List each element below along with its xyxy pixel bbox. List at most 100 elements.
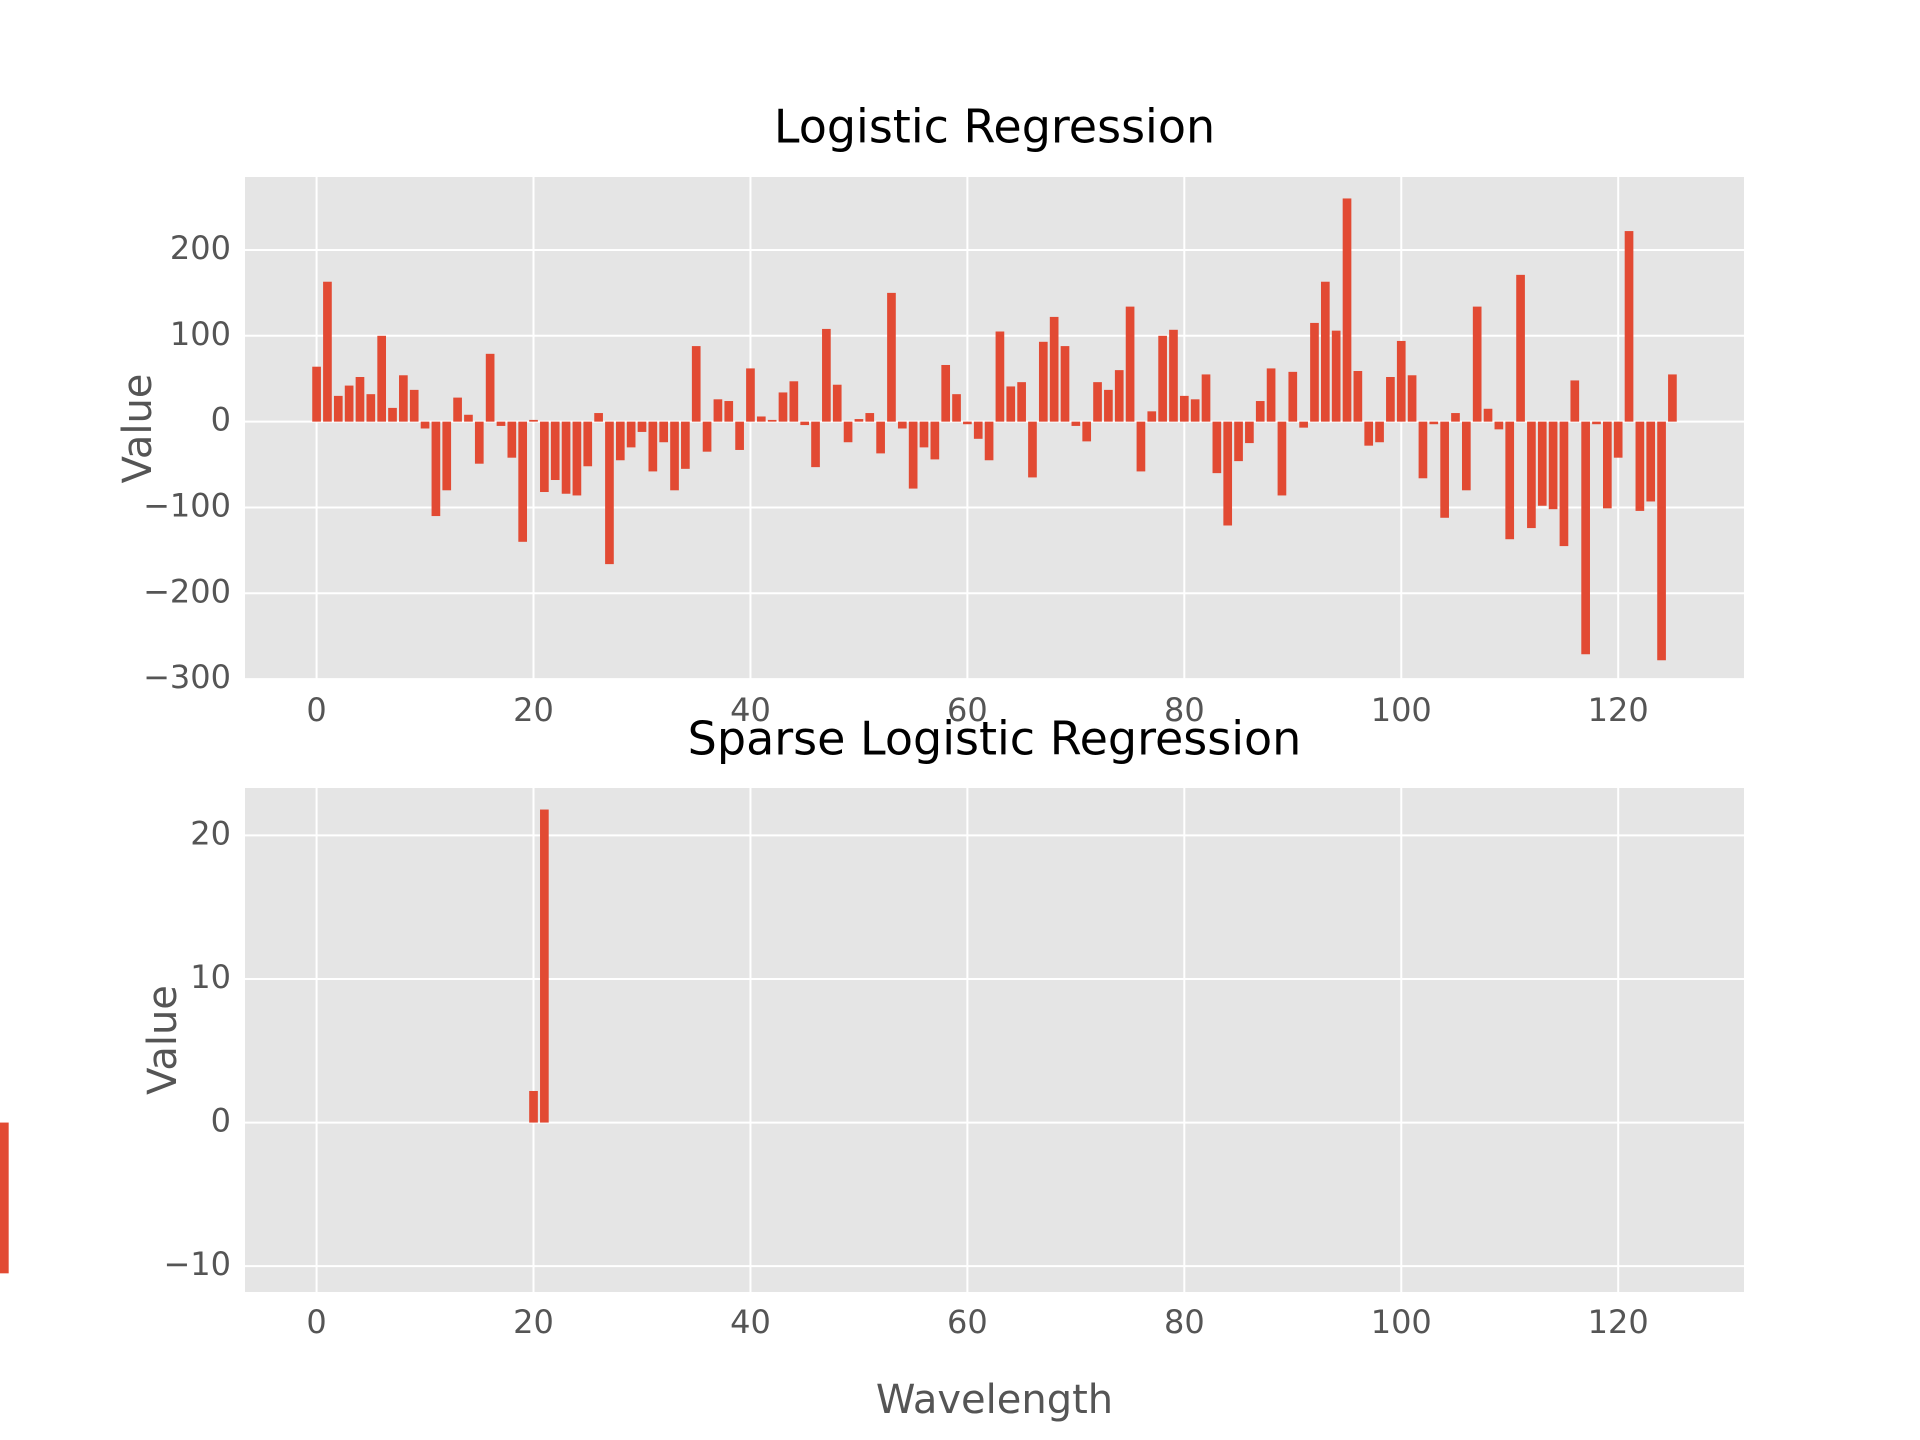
bar	[355, 376, 365, 422]
bar	[1472, 306, 1482, 422]
y-tick-label: 0	[211, 401, 231, 439]
bar	[952, 394, 961, 422]
bar	[1158, 335, 1167, 422]
bar	[778, 392, 788, 422]
bar	[1190, 399, 1200, 422]
x-tick-label: 0	[306, 1303, 326, 1341]
bar	[1071, 421, 1081, 426]
x-tick-label: 120	[1588, 1303, 1649, 1341]
bar	[1386, 376, 1395, 422]
bar	[1592, 421, 1601, 425]
bar	[529, 1090, 538, 1123]
bar	[1093, 382, 1102, 422]
bar	[323, 281, 332, 422]
bar	[1429, 421, 1439, 425]
bar	[995, 331, 1005, 422]
bar	[399, 375, 408, 422]
bar	[1570, 380, 1580, 422]
bar	[1407, 375, 1417, 422]
y-tick-label: −200	[143, 572, 231, 610]
bar	[1028, 421, 1037, 478]
y-tick-label: −300	[143, 658, 231, 696]
bar	[474, 421, 484, 464]
bar	[1646, 421, 1656, 502]
x-tick-label: 80	[1164, 1303, 1205, 1341]
bar	[1505, 421, 1515, 540]
bar	[1179, 395, 1189, 422]
bar	[1516, 274, 1525, 422]
x-tick-label: 20	[513, 691, 554, 729]
x-tick-label: 0	[306, 691, 326, 729]
bar	[1353, 370, 1363, 422]
bar	[1114, 370, 1124, 422]
bar	[822, 328, 831, 422]
bar	[865, 413, 875, 422]
bar	[377, 335, 387, 422]
bar	[518, 421, 528, 542]
bar	[1277, 421, 1287, 496]
bar	[854, 419, 864, 422]
x-tick-label: 40	[730, 691, 771, 729]
bar	[1017, 382, 1026, 422]
y-tick-label: −100	[143, 486, 231, 524]
bar	[464, 414, 473, 422]
bar	[637, 421, 647, 432]
bar	[1245, 421, 1254, 444]
bar	[1060, 346, 1070, 422]
y-axis-label: Value	[115, 374, 161, 484]
bar	[843, 421, 853, 443]
bar	[1201, 374, 1211, 422]
bar	[702, 421, 712, 452]
bar	[1461, 421, 1471, 491]
chart-title: Sparse Logistic Regression	[688, 712, 1302, 766]
bar	[1559, 421, 1569, 547]
bar	[984, 421, 994, 461]
bar	[507, 421, 517, 458]
bar	[1320, 281, 1330, 422]
bar	[431, 421, 441, 517]
bar	[1527, 421, 1536, 529]
bar	[1266, 368, 1276, 422]
y-tick-label: 20	[190, 814, 231, 852]
bar	[832, 384, 842, 422]
bar	[529, 419, 538, 422]
y-tick-label: −10	[163, 1245, 231, 1283]
bar	[540, 421, 549, 493]
bar	[485, 353, 495, 422]
bar	[876, 421, 885, 454]
bar	[1212, 421, 1222, 474]
x-tick-label: 80	[1164, 691, 1205, 729]
bar	[366, 394, 376, 422]
bar	[756, 416, 766, 422]
bar	[1440, 421, 1449, 518]
x-tick-label: 60	[947, 1303, 988, 1341]
y-tick-label: 0	[211, 1102, 231, 1140]
bar	[1104, 389, 1113, 422]
bar	[1396, 340, 1406, 422]
plot-background	[245, 788, 1744, 1292]
bar	[1255, 401, 1265, 422]
bar	[1483, 408, 1493, 422]
x-tick-label: 100	[1371, 691, 1432, 729]
bar	[735, 421, 744, 450]
bar	[973, 421, 983, 439]
bar	[550, 421, 560, 481]
bar	[1657, 421, 1666, 661]
bar	[1038, 341, 1048, 422]
bar	[1299, 421, 1308, 428]
bar	[1375, 421, 1384, 443]
x-tick-label: 60	[947, 691, 988, 729]
bar	[1624, 231, 1634, 422]
bar	[800, 421, 810, 426]
bar	[1125, 306, 1135, 422]
bar	[746, 368, 755, 422]
bar	[930, 421, 940, 460]
y-tick-label: 10	[190, 958, 231, 996]
bar	[897, 421, 907, 429]
bar	[605, 421, 614, 565]
bar	[540, 809, 549, 1123]
bar	[0, 1122, 9, 1274]
bar	[312, 366, 321, 422]
bar	[333, 395, 343, 422]
